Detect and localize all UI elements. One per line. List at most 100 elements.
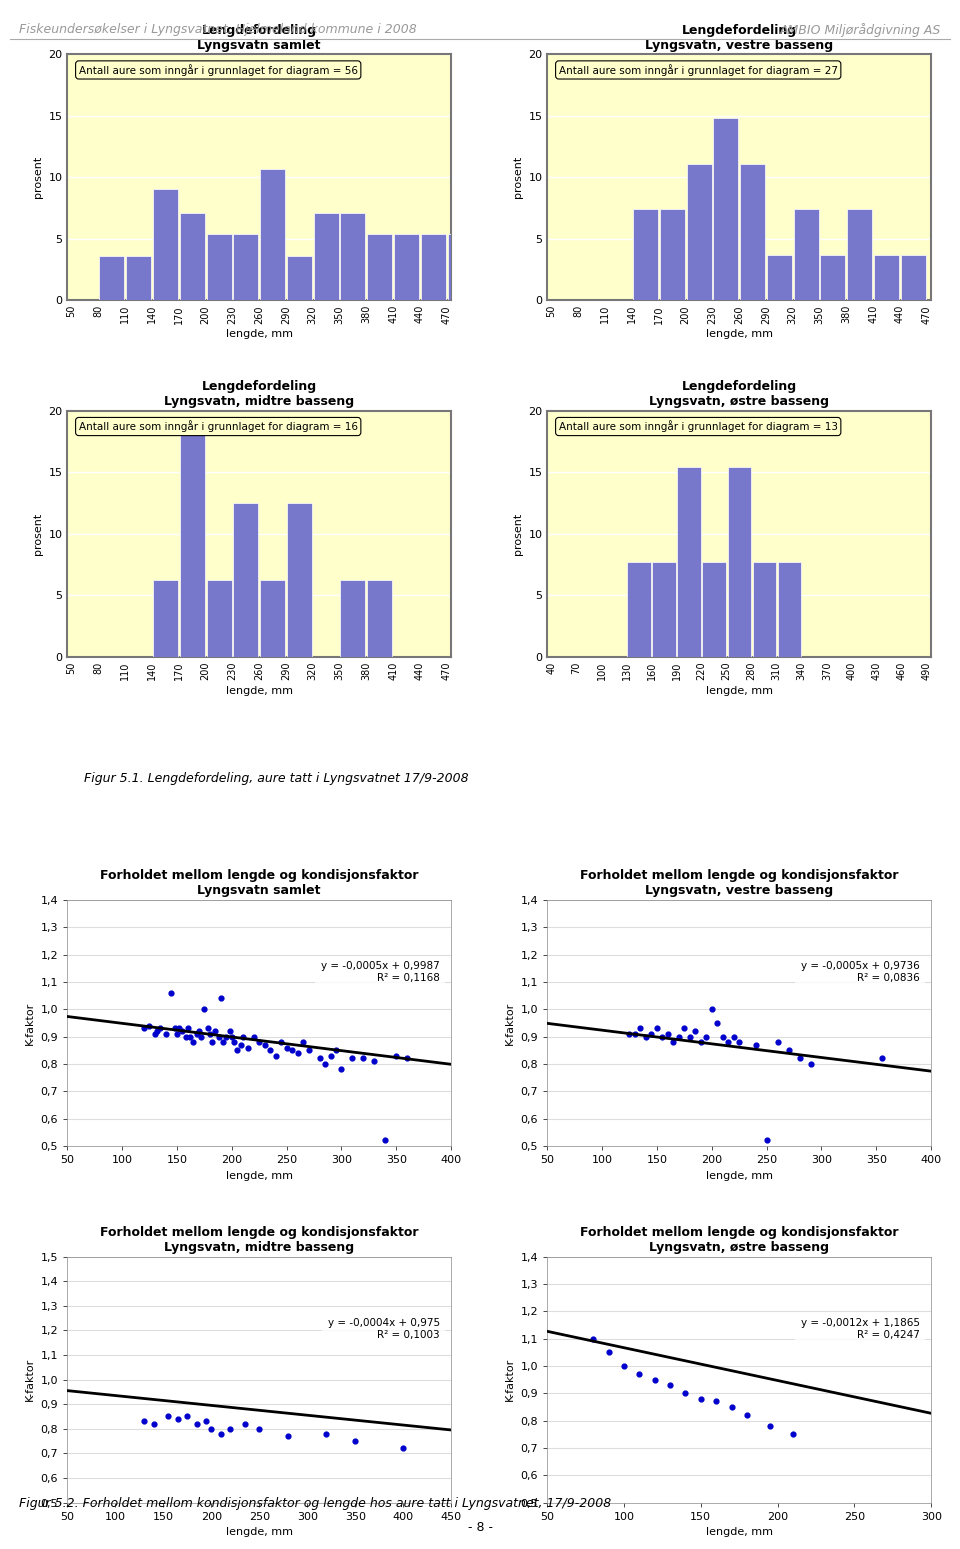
Point bbox=[708, 1389, 724, 1414]
Bar bbox=[153, 189, 178, 301]
Y-axis label: prosent: prosent bbox=[513, 156, 522, 198]
Point bbox=[396, 1436, 411, 1461]
X-axis label: lengde, mm: lengde, mm bbox=[226, 1527, 293, 1537]
Point bbox=[197, 998, 212, 1022]
Point bbox=[222, 1019, 237, 1044]
Point bbox=[193, 1024, 208, 1049]
Point bbox=[715, 1024, 731, 1049]
Text: Fiskeundersøkelser i Lyngsvatnet, Hjelmeland kommune i 2008: Fiskeundersøkelser i Lyngsvatnet, Hjelme… bbox=[19, 23, 417, 36]
Point bbox=[704, 998, 719, 1022]
Point bbox=[622, 1021, 637, 1046]
Point bbox=[203, 1021, 218, 1046]
Point bbox=[189, 1411, 204, 1436]
Bar bbox=[287, 256, 312, 301]
Point bbox=[200, 1016, 215, 1041]
Y-axis label: prosent: prosent bbox=[513, 513, 522, 555]
X-axis label: lengde, mm: lengde, mm bbox=[706, 1527, 773, 1537]
Point bbox=[199, 1410, 214, 1434]
Point bbox=[633, 1016, 648, 1041]
Text: Antall aure som inngår i grunnlaget for diagram = 27: Antall aure som inngår i grunnlaget for … bbox=[559, 64, 838, 76]
Point bbox=[136, 1410, 152, 1434]
Point bbox=[627, 1021, 642, 1046]
Y-axis label: K-faktor: K-faktor bbox=[25, 1001, 35, 1044]
Point bbox=[227, 1030, 242, 1055]
X-axis label: lengde, mm: lengde, mm bbox=[706, 686, 773, 696]
Title: Forholdet mellom lengde og kondisjonsfaktor
Lyngsvatn samlet: Forholdet mellom lengde og kondisjonsfak… bbox=[100, 869, 419, 897]
Point bbox=[677, 1016, 692, 1041]
Point bbox=[296, 1030, 311, 1055]
Bar bbox=[848, 209, 873, 301]
Point bbox=[290, 1041, 305, 1066]
Point bbox=[721, 1030, 736, 1055]
Point bbox=[875, 1046, 890, 1070]
Point bbox=[175, 1019, 190, 1044]
Point bbox=[224, 1024, 239, 1049]
Point bbox=[323, 1044, 338, 1069]
Y-axis label: K-faktor: K-faktor bbox=[25, 1358, 35, 1402]
X-axis label: lengde, mm: lengde, mm bbox=[226, 328, 293, 339]
Point bbox=[280, 1424, 296, 1448]
Point bbox=[274, 1030, 289, 1055]
Point bbox=[345, 1046, 360, 1070]
Point bbox=[180, 1016, 196, 1041]
Point bbox=[252, 1030, 267, 1055]
Point bbox=[180, 1403, 195, 1428]
Title: Lengdefordeling
Lyngsvatn, vestre basseng: Lengdefordeling Lyngsvatn, vestre bassen… bbox=[645, 23, 833, 51]
Point bbox=[219, 1024, 234, 1049]
Title: Lengdefordeling
Lyngsvatn, midtre basseng: Lengdefordeling Lyngsvatn, midtre bassen… bbox=[164, 380, 354, 409]
Point bbox=[699, 1024, 714, 1049]
Point bbox=[223, 1416, 238, 1441]
Point bbox=[153, 1016, 168, 1041]
Point bbox=[780, 1038, 796, 1063]
X-axis label: lengde, mm: lengde, mm bbox=[706, 328, 773, 339]
Point bbox=[178, 1024, 193, 1049]
Bar bbox=[686, 164, 711, 301]
Bar bbox=[740, 164, 765, 301]
Point bbox=[164, 981, 180, 1005]
Point bbox=[318, 1052, 333, 1077]
Point bbox=[328, 1038, 344, 1063]
Y-axis label: prosent: prosent bbox=[33, 156, 42, 198]
Point bbox=[724, 1394, 739, 1419]
Point bbox=[167, 1016, 182, 1041]
Point bbox=[207, 1019, 223, 1044]
Title: Lengdefordeling
Lyngsvatn samlet: Lengdefordeling Lyngsvatn samlet bbox=[198, 23, 321, 51]
Point bbox=[235, 1024, 251, 1049]
Point bbox=[158, 1021, 174, 1046]
Point bbox=[770, 1030, 785, 1055]
Y-axis label: K-faktor: K-faktor bbox=[505, 1358, 515, 1402]
Bar bbox=[753, 562, 776, 657]
Point bbox=[268, 1044, 283, 1069]
Bar bbox=[206, 579, 231, 657]
Bar bbox=[126, 256, 151, 301]
Point bbox=[146, 1411, 161, 1436]
Text: y = -0,0005x + 0,9736
R² = 0,0836: y = -0,0005x + 0,9736 R² = 0,0836 bbox=[801, 962, 920, 984]
Text: Figur 5.2. Forholdet mellom kondisjonsfaktor og lengde hos aure tatt i Lyngsvatn: Figur 5.2. Forholdet mellom kondisjonsfa… bbox=[19, 1498, 612, 1510]
Y-axis label: prosent: prosent bbox=[33, 513, 42, 555]
Bar bbox=[420, 234, 445, 301]
Point bbox=[660, 1021, 676, 1046]
Bar bbox=[260, 579, 285, 657]
Point bbox=[142, 1013, 157, 1038]
Point bbox=[300, 1038, 316, 1063]
Point bbox=[647, 1368, 662, 1393]
Bar bbox=[314, 212, 339, 301]
Bar bbox=[794, 209, 819, 301]
Point bbox=[252, 1416, 267, 1441]
Point bbox=[229, 1038, 245, 1063]
Point bbox=[586, 1326, 601, 1351]
Text: Antall aure som inngår i grunnlaget for diagram = 56: Antall aure som inngår i grunnlaget for … bbox=[79, 64, 358, 76]
Title: Forholdet mellom lengde og kondisjonsfaktor
Lyngsvatn, østre basseng: Forholdet mellom lengde og kondisjonsfak… bbox=[580, 1225, 899, 1255]
Point bbox=[601, 1340, 616, 1365]
Point bbox=[759, 1128, 775, 1152]
Bar bbox=[653, 562, 676, 657]
Point bbox=[638, 1024, 654, 1049]
X-axis label: lengde, mm: lengde, mm bbox=[226, 1171, 293, 1180]
Bar bbox=[728, 468, 751, 657]
Text: Antall aure som inngår i grunnlaget for diagram = 16: Antall aure som inngår i grunnlaget for … bbox=[79, 421, 358, 432]
Bar bbox=[713, 118, 738, 301]
Point bbox=[739, 1403, 755, 1428]
Point bbox=[678, 1380, 693, 1405]
Point bbox=[662, 1372, 678, 1397]
Text: y = -0,0005x + 0,9987
R² = 0,1168: y = -0,0005x + 0,9987 R² = 0,1168 bbox=[321, 962, 440, 984]
